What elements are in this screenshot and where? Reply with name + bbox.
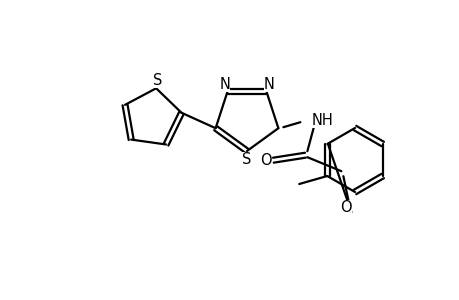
Text: S: S xyxy=(242,152,251,166)
Text: O: O xyxy=(260,153,272,168)
Text: NH: NH xyxy=(311,113,332,128)
Text: N: N xyxy=(218,77,230,92)
Text: O: O xyxy=(340,200,352,215)
Text: N: N xyxy=(263,77,274,92)
Text: S: S xyxy=(153,73,162,88)
